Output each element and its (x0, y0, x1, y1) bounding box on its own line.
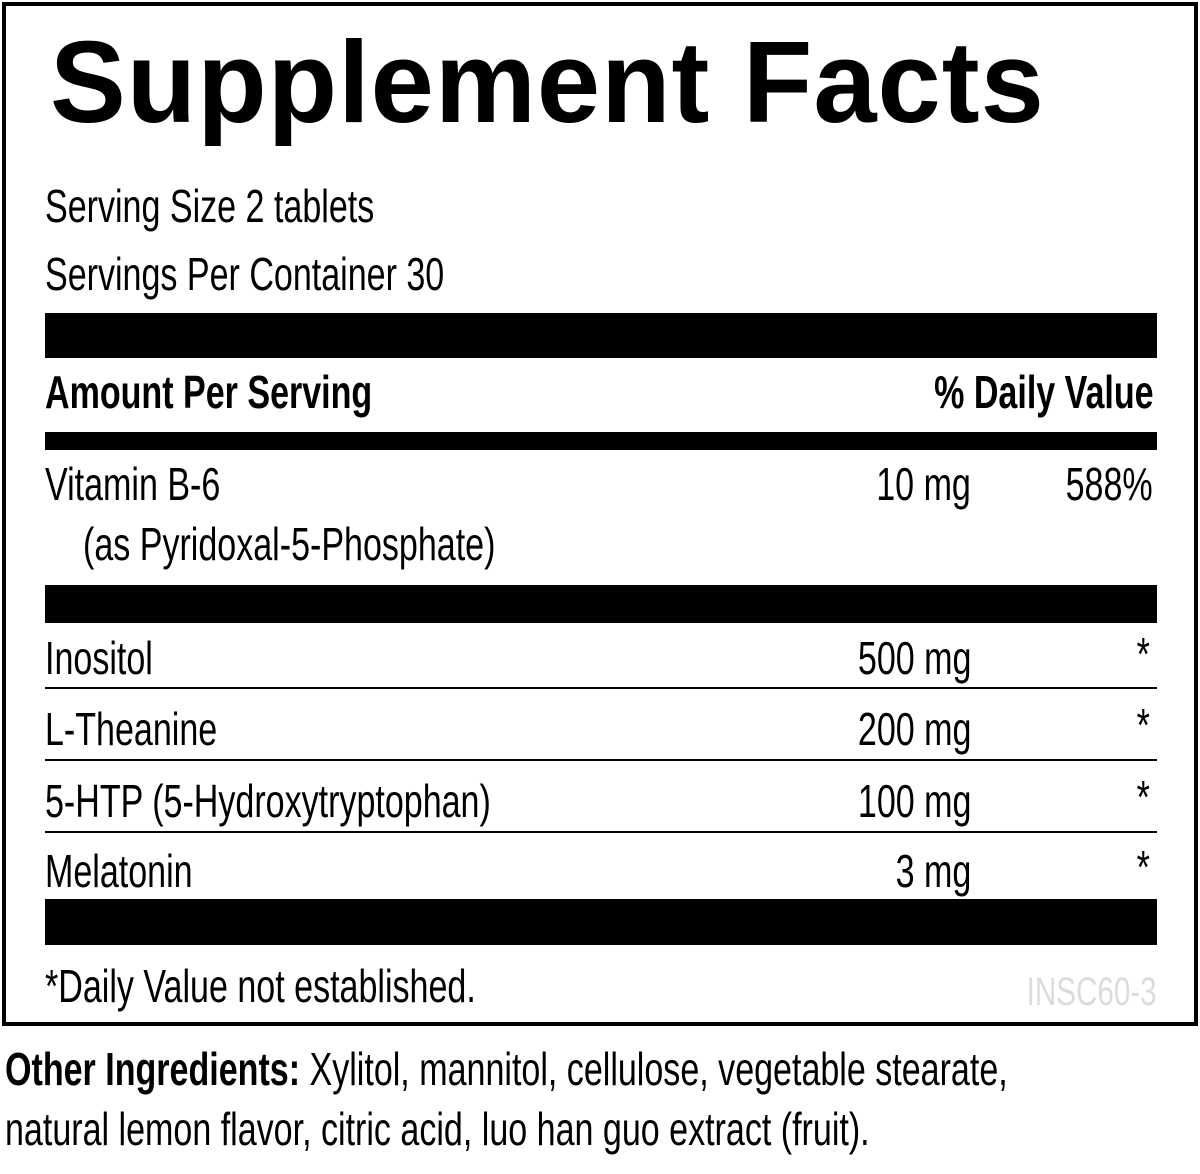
product-code: INSC60-3 (1027, 970, 1157, 1014)
ingredient-dv: * (1136, 628, 1150, 680)
divider-bar (45, 432, 1157, 450)
ingredient-dv: * (1136, 699, 1150, 751)
ingredient-amount: 500 mg (857, 632, 971, 684)
ingredient-dv: * (1136, 771, 1150, 823)
row-divider (45, 759, 1157, 761)
ingredient-name: Inositol (45, 632, 153, 684)
vitamin-amount: 10 mg (876, 458, 971, 510)
other-ingredients-line1: Other Ingredients: Xylitol, mannitol, ce… (5, 1043, 1008, 1095)
row-divider (45, 687, 1157, 689)
divider-bar (45, 585, 1157, 623)
daily-value-header: % Daily Value (934, 366, 1154, 418)
servings-per-container: Servings Per Container 30 (45, 248, 445, 300)
supplement-facts-panel (2, 2, 1198, 1026)
ingredient-name: L-Theanine (45, 703, 218, 755)
other-ingredients-line2: natural lemon flavor, citric acid, luo h… (5, 1103, 870, 1155)
panel-title: Supplement Facts (50, 17, 1045, 147)
serving-size: Serving Size 2 tablets (45, 180, 375, 232)
ingredient-amount: 100 mg (857, 775, 971, 827)
footnote: *Daily Value not established. (45, 960, 476, 1012)
amount-per-serving-header: Amount Per Serving (45, 366, 373, 418)
divider-bar (45, 313, 1157, 358)
vitamin-form: (as Pyridoxal-5-Phosphate) (83, 518, 496, 570)
other-ingredients-text: Xylitol, mannitol, cellulose, vegetable … (300, 1043, 1008, 1095)
other-ingredients-label: Other Ingredients: (5, 1043, 301, 1095)
ingredient-amount: 200 mg (857, 703, 971, 755)
vitamin-name: Vitamin B-6 (45, 458, 221, 510)
ingredient-dv: * (1136, 841, 1150, 893)
vitamin-dv: 588% (1065, 458, 1153, 510)
ingredient-name: Melatonin (45, 845, 193, 897)
ingredient-name: 5-HTP (5-Hydroxytryptophan) (45, 775, 491, 827)
ingredient-amount: 3 mg (895, 845, 971, 897)
divider-bar (45, 899, 1157, 945)
row-divider (45, 831, 1157, 833)
